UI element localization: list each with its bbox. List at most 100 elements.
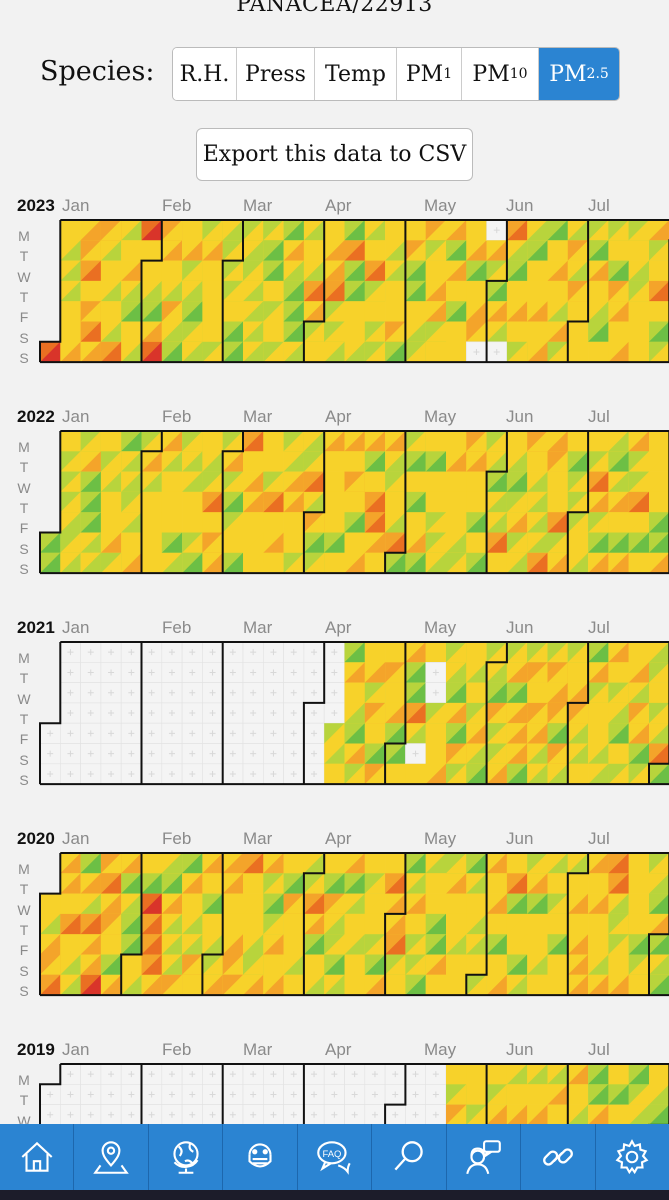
- day-cell[interactable]: [243, 280, 264, 302]
- nav-map[interactable]: [74, 1124, 149, 1190]
- day-cell[interactable]: [100, 954, 122, 976]
- day-cell[interactable]: [100, 974, 122, 996]
- day-cell[interactable]: [80, 552, 102, 574]
- day-cell[interactable]: [486, 893, 508, 915]
- day-cell[interactable]: [588, 301, 609, 322]
- day-cell[interactable]: [466, 1104, 487, 1126]
- day-cell[interactable]: [547, 321, 569, 343]
- day-cell[interactable]: [121, 954, 142, 976]
- day-cell[interactable]: [100, 471, 122, 493]
- day-cell[interactable]: [80, 220, 102, 241]
- day-cell[interactable]: [446, 702, 467, 724]
- day-cell[interactable]: [344, 682, 366, 704]
- day-cell[interactable]: [243, 873, 264, 894]
- day-cell[interactable]: [506, 853, 528, 874]
- day-cell[interactable]: [344, 642, 366, 663]
- day-cell[interactable]: [547, 853, 569, 874]
- day-cell[interactable]: [303, 301, 325, 322]
- day-cell[interactable]: [283, 682, 305, 704]
- day-cell[interactable]: [161, 1083, 183, 1105]
- day-cell[interactable]: [466, 893, 487, 915]
- day-cell[interactable]: [588, 1104, 609, 1126]
- day-cell[interactable]: [608, 873, 629, 894]
- day-cell[interactable]: [141, 260, 163, 282]
- day-cell[interactable]: [527, 723, 548, 744]
- day-cell[interactable]: [547, 974, 569, 996]
- day-cell[interactable]: [283, 954, 305, 976]
- day-cell[interactable]: [39, 763, 61, 785]
- day-cell[interactable]: [466, 954, 487, 976]
- day-cell[interactable]: [324, 723, 345, 744]
- day-cell[interactable]: [364, 280, 386, 302]
- day-cell[interactable]: [161, 491, 183, 513]
- day-cell[interactable]: [80, 763, 102, 785]
- day-cell[interactable]: [324, 512, 345, 533]
- day-cell[interactable]: [527, 512, 548, 533]
- day-cell[interactable]: [527, 913, 548, 935]
- day-cell[interactable]: [243, 491, 264, 513]
- day-cell[interactable]: [59, 763, 81, 785]
- day-cell[interactable]: [405, 853, 426, 874]
- day-cell[interactable]: [303, 763, 325, 785]
- day-cell[interactable]: [506, 471, 528, 493]
- day-cell[interactable]: [303, 321, 325, 343]
- day-cell[interactable]: [161, 893, 183, 915]
- day-cell[interactable]: [547, 512, 569, 533]
- day-cell[interactable]: [303, 954, 325, 976]
- day-cell[interactable]: [323, 1104, 345, 1126]
- day-cell[interactable]: [506, 552, 528, 574]
- day-cell[interactable]: [80, 873, 102, 894]
- day-cell[interactable]: [263, 491, 284, 513]
- day-cell[interactable]: [60, 934, 81, 955]
- day-cell[interactable]: [364, 451, 386, 472]
- day-cell[interactable]: [141, 451, 163, 472]
- day-cell[interactable]: [364, 512, 386, 533]
- day-cell[interactable]: [385, 723, 406, 744]
- day-cell[interactable]: [364, 913, 386, 935]
- day-cell[interactable]: [324, 552, 345, 574]
- day-cell[interactable]: [547, 341, 569, 363]
- day-cell[interactable]: [161, 934, 183, 955]
- day-cell[interactable]: [506, 954, 528, 976]
- nav-mask[interactable]: [223, 1124, 298, 1190]
- day-cell[interactable]: [161, 641, 183, 663]
- day-cell[interactable]: [243, 974, 264, 996]
- day-cell[interactable]: [141, 661, 163, 683]
- day-cell[interactable]: [121, 260, 142, 282]
- day-cell[interactable]: [527, 702, 548, 724]
- day-cell[interactable]: [608, 702, 629, 724]
- day-cell[interactable]: [385, 491, 406, 513]
- day-cell[interactable]: [263, 341, 284, 363]
- day-cell[interactable]: [547, 280, 569, 302]
- day-cell[interactable]: [446, 723, 467, 744]
- day-cell[interactable]: [222, 913, 244, 935]
- day-cell[interactable]: [446, 321, 467, 343]
- day-cell[interactable]: [40, 954, 61, 976]
- day-cell[interactable]: [425, 763, 447, 785]
- day-cell[interactable]: [80, 641, 102, 663]
- day-cell[interactable]: [567, 532, 589, 554]
- day-cell[interactable]: [425, 873, 447, 894]
- day-cell[interactable]: [202, 471, 223, 493]
- day-cell[interactable]: [466, 552, 487, 574]
- day-cell[interactable]: [243, 451, 264, 472]
- day-cell[interactable]: [80, 471, 102, 493]
- day-cell[interactable]: [303, 641, 325, 663]
- day-cell[interactable]: [425, 341, 447, 363]
- day-cell[interactable]: [446, 301, 467, 322]
- day-cell[interactable]: [181, 743, 203, 765]
- day-cell[interactable]: [364, 763, 386, 785]
- day-cell[interactable]: [324, 341, 345, 363]
- day-cell[interactable]: [59, 682, 81, 704]
- day-cell[interactable]: [141, 220, 163, 241]
- day-cell[interactable]: [263, 220, 284, 241]
- day-cell[interactable]: [324, 763, 345, 785]
- day-cell[interactable]: [425, 743, 447, 765]
- day-cell[interactable]: [608, 220, 629, 241]
- day-cell[interactable]: [486, 682, 508, 704]
- day-cell[interactable]: [324, 913, 345, 935]
- day-cell[interactable]: [59, 661, 81, 683]
- day-cell[interactable]: [344, 301, 366, 322]
- day-cell[interactable]: [446, 642, 467, 663]
- day-cell[interactable]: [628, 321, 650, 343]
